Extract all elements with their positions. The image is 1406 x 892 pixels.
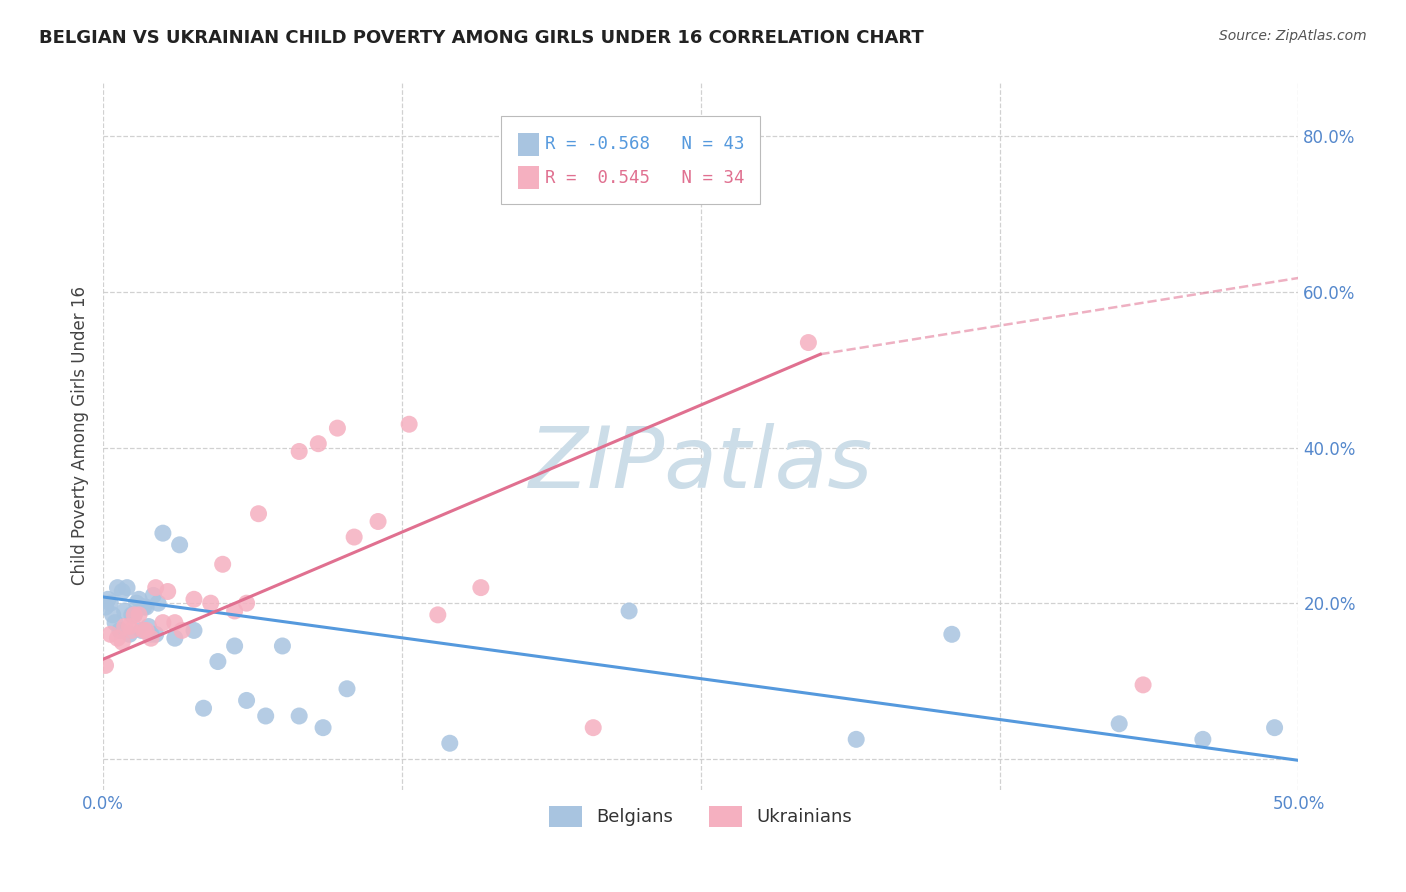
- Point: [152, 526, 174, 541]
- Point: [98, 596, 121, 610]
- Point: [114, 619, 136, 633]
- Point: [118, 627, 141, 641]
- Text: Source: ZipAtlas.com: Source: ZipAtlas.com: [1219, 29, 1367, 43]
- Point: [183, 624, 205, 638]
- Point: [94, 600, 117, 615]
- Point: [98, 627, 121, 641]
- Point: [941, 627, 963, 641]
- Point: [108, 624, 131, 638]
- Point: [1108, 716, 1130, 731]
- Point: [142, 588, 165, 602]
- Point: [122, 607, 145, 622]
- Point: [343, 530, 366, 544]
- Point: [271, 639, 294, 653]
- Text: ZIPatlas: ZIPatlas: [529, 423, 873, 506]
- Point: [94, 658, 117, 673]
- Point: [111, 635, 134, 649]
- Point: [235, 693, 257, 707]
- Point: [107, 631, 129, 645]
- Point: [128, 607, 150, 622]
- Point: [398, 417, 420, 432]
- Point: [114, 604, 136, 618]
- Point: [1132, 678, 1154, 692]
- Point: [439, 736, 461, 750]
- Point: [288, 444, 311, 458]
- Point: [138, 619, 160, 633]
- Point: [307, 436, 329, 450]
- Point: [312, 721, 335, 735]
- Point: [224, 604, 246, 618]
- Point: [1192, 732, 1215, 747]
- Point: [200, 596, 222, 610]
- Point: [163, 631, 186, 645]
- Point: [1264, 721, 1286, 735]
- Text: BELGIAN VS UKRAINIAN CHILD POVERTY AMONG GIRLS UNDER 16 CORRELATION CHART: BELGIAN VS UKRAINIAN CHILD POVERTY AMONG…: [39, 29, 924, 46]
- Point: [115, 581, 138, 595]
- Point: [135, 624, 157, 638]
- Text: R = -0.568   N = 43: R = -0.568 N = 43: [544, 136, 744, 153]
- Point: [139, 631, 162, 645]
- Point: [121, 607, 143, 622]
- Point: [426, 607, 449, 622]
- Point: [121, 624, 143, 638]
- Point: [132, 600, 155, 615]
- Legend: Belgians, Ukrainians: Belgians, Ukrainians: [543, 798, 859, 834]
- Point: [163, 615, 186, 630]
- Point: [207, 655, 229, 669]
- Point: [122, 607, 145, 622]
- Point: [326, 421, 349, 435]
- Point: [104, 615, 127, 630]
- Point: [193, 701, 215, 715]
- Point: [617, 604, 640, 618]
- Point: [211, 558, 233, 572]
- Point: [247, 507, 270, 521]
- Point: [101, 607, 124, 622]
- Point: [224, 639, 246, 653]
- Point: [254, 709, 277, 723]
- Point: [132, 624, 155, 638]
- Point: [336, 681, 359, 696]
- Point: [169, 538, 191, 552]
- Point: [235, 596, 257, 610]
- Point: [367, 515, 389, 529]
- Point: [288, 709, 311, 723]
- Text: R =  0.545   N = 34: R = 0.545 N = 34: [544, 169, 744, 186]
- Point: [170, 624, 193, 638]
- Point: [97, 592, 120, 607]
- Point: [145, 627, 167, 641]
- Point: [152, 615, 174, 630]
- Point: [146, 596, 169, 610]
- Point: [797, 335, 820, 350]
- Point: [118, 619, 141, 633]
- Point: [145, 581, 167, 595]
- Point: [582, 721, 605, 735]
- Point: [125, 596, 148, 610]
- Point: [128, 592, 150, 607]
- Point: [183, 592, 205, 607]
- Point: [131, 624, 153, 638]
- Point: [111, 584, 134, 599]
- Y-axis label: Child Poverty Among Girls Under 16: Child Poverty Among Girls Under 16: [72, 286, 89, 585]
- Point: [107, 581, 129, 595]
- Point: [470, 581, 492, 595]
- Point: [845, 732, 868, 747]
- Point: [156, 584, 179, 599]
- Point: [139, 627, 162, 641]
- Point: [135, 600, 157, 615]
